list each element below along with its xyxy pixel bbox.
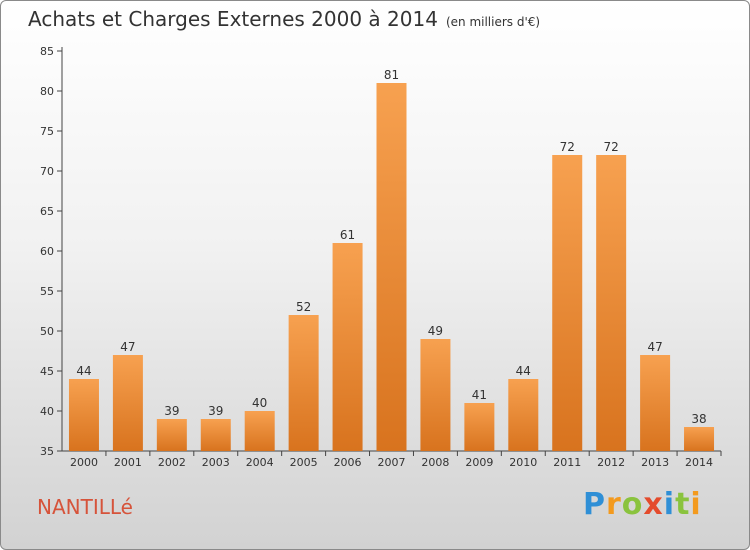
y-tick-label: 75 bbox=[40, 125, 54, 138]
y-tick-label: 60 bbox=[40, 245, 54, 258]
x-tick-label: 2002 bbox=[158, 456, 186, 469]
x-tick-label: 2009 bbox=[465, 456, 493, 469]
y-tick-label: 35 bbox=[40, 445, 54, 458]
data-label: 40 bbox=[252, 396, 267, 410]
bar-2010 bbox=[508, 379, 539, 451]
data-label: 39 bbox=[164, 404, 179, 418]
bar-2003 bbox=[200, 419, 231, 451]
bar-2001 bbox=[112, 355, 143, 451]
data-label: 41 bbox=[472, 388, 487, 402]
y-tick-label: 70 bbox=[40, 165, 54, 178]
x-tick-label: 2010 bbox=[509, 456, 537, 469]
logo-letter: o bbox=[621, 487, 644, 522]
bar-2006 bbox=[332, 243, 363, 451]
logo-letter: i bbox=[690, 487, 702, 522]
y-tick-label: 40 bbox=[40, 405, 54, 418]
chart-subtitle: (en milliers d'€) bbox=[445, 15, 541, 29]
logo-letter: t bbox=[675, 487, 691, 522]
data-label: 44 bbox=[516, 364, 531, 378]
x-tick-label: 2003 bbox=[202, 456, 230, 469]
bar-2002 bbox=[156, 419, 187, 451]
commune-name: NANTILLé bbox=[37, 495, 133, 519]
bar-2004 bbox=[244, 411, 275, 451]
x-tick-label: 2011 bbox=[553, 456, 581, 469]
y-tick-label: 80 bbox=[40, 85, 54, 98]
bar-2013 bbox=[640, 355, 671, 451]
data-label: 81 bbox=[384, 68, 399, 82]
x-tick-label: 2000 bbox=[70, 456, 98, 469]
logo-letter: i bbox=[663, 487, 676, 522]
data-label: 52 bbox=[296, 300, 311, 314]
bar-2008 bbox=[420, 339, 451, 451]
x-tick-label: 2001 bbox=[114, 456, 142, 469]
bar-2014 bbox=[684, 427, 715, 451]
chart-title: Achats et Charges Externes 2000 à 2014 (e… bbox=[28, 7, 540, 31]
data-label: 44 bbox=[76, 364, 91, 378]
x-tick-label: 2014 bbox=[685, 456, 713, 469]
bar-2011 bbox=[552, 155, 583, 451]
data-label: 38 bbox=[691, 412, 706, 426]
data-label: 72 bbox=[560, 140, 575, 154]
x-tick-label: 2008 bbox=[421, 456, 449, 469]
data-label: 49 bbox=[428, 324, 443, 338]
x-tick-label: 2005 bbox=[290, 456, 318, 469]
bar-2007 bbox=[376, 83, 407, 451]
y-tick-label: 65 bbox=[40, 205, 54, 218]
x-tick-label: 2004 bbox=[246, 456, 274, 469]
logo-letter: P bbox=[583, 487, 606, 522]
x-tick-label: 2012 bbox=[597, 456, 625, 469]
y-tick-label: 50 bbox=[40, 325, 54, 338]
bar-2000 bbox=[68, 379, 99, 451]
x-tick-label: 2006 bbox=[334, 456, 362, 469]
y-tick-label: 85 bbox=[40, 45, 54, 58]
bar-2012 bbox=[596, 155, 627, 451]
data-label: 47 bbox=[647, 340, 662, 354]
x-tick-label: 2013 bbox=[641, 456, 669, 469]
x-tick-label: 2007 bbox=[378, 456, 406, 469]
bar-2005 bbox=[288, 315, 319, 451]
y-tick-label: 55 bbox=[40, 285, 54, 298]
proxiti-logo: Proxiti bbox=[583, 487, 702, 522]
data-label: 39 bbox=[208, 404, 223, 418]
data-label: 72 bbox=[604, 140, 619, 154]
data-label: 47 bbox=[120, 340, 135, 354]
logo-letter: r bbox=[606, 487, 622, 522]
logo-letter: x bbox=[643, 487, 664, 522]
title-text: Achats et Charges Externes 2000 à 2014 bbox=[28, 7, 438, 31]
bar-2009 bbox=[464, 403, 495, 451]
data-label: 61 bbox=[340, 228, 355, 242]
y-tick-label: 45 bbox=[40, 365, 54, 378]
